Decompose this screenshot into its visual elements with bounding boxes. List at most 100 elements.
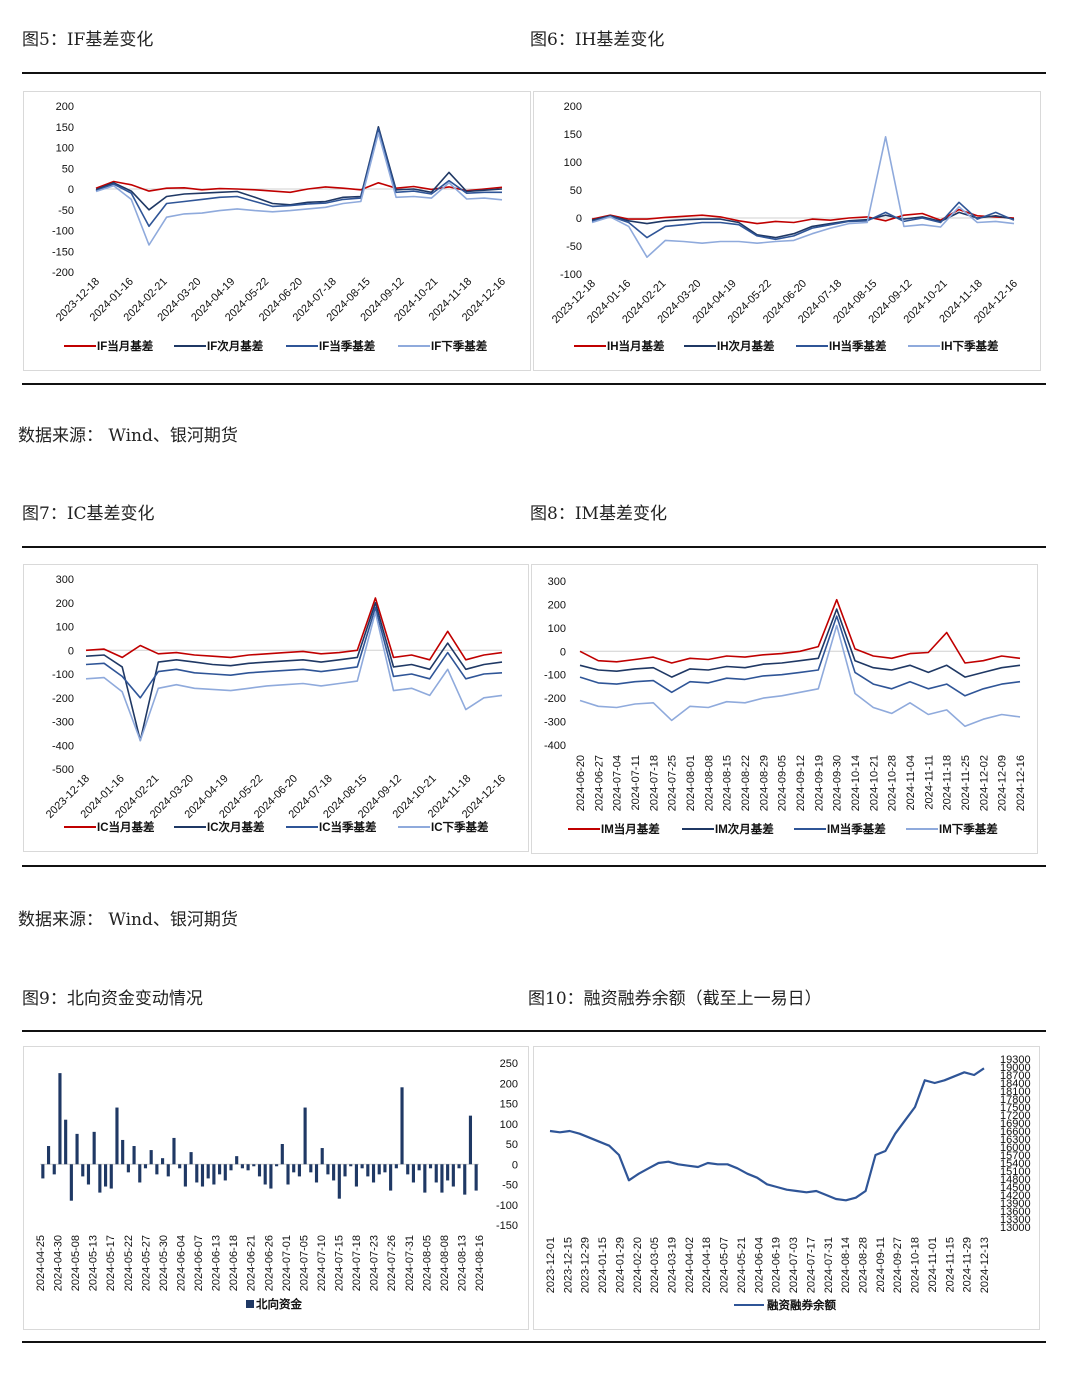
fig9-xtick: 2024-04-25	[35, 1235, 47, 1291]
fig10-ytick: 14200	[1000, 1190, 1031, 1202]
fig9-xtick: 2024-08-13	[456, 1235, 468, 1291]
fig9-bar	[155, 1164, 159, 1175]
fig8-xtick: 2024-11-11	[923, 755, 935, 810]
fig10-ytick: 16300	[1000, 1134, 1031, 1146]
fig10-ytick: 14800	[1000, 1174, 1031, 1186]
fig9-legend-swatch	[246, 1300, 254, 1308]
fig6-ytick: 50	[570, 185, 582, 197]
fig10-ytick: 15700	[1000, 1150, 1031, 1162]
fig8-ytick: 200	[548, 599, 566, 611]
fig9-chart: 250 200 150 100 50 0 -50 -100 -150 2024-04-25 2024…	[23, 1046, 529, 1330]
source-note-2: 数据来源： Wind、银河期货	[18, 910, 238, 930]
fig9-bar	[195, 1164, 199, 1183]
fig7-ytick: -400	[52, 740, 74, 752]
fig9-ytick: 50	[506, 1139, 518, 1151]
fig7-series-line	[85, 601, 503, 742]
fig9-bar	[103, 1164, 108, 1187]
fig9-bar	[52, 1164, 56, 1175]
fig5-series-line	[95, 127, 502, 228]
fig9-xtick: 2024-05-08	[70, 1235, 82, 1291]
fig10-ytick: 19300	[1000, 1054, 1031, 1066]
fig9-xtick: 2024-07-18	[351, 1235, 363, 1291]
fig9-bar	[337, 1164, 341, 1199]
fig10-ytick: 17200	[1000, 1110, 1031, 1122]
fig9-xtick: 2024-06-21	[246, 1235, 258, 1291]
fig10-ytick: 16600	[1000, 1126, 1031, 1138]
fig10-ytick: 15400	[1000, 1158, 1031, 1170]
fig10-xtick: 2024-08-28	[857, 1237, 869, 1293]
fig9-bar	[349, 1164, 353, 1167]
fig9-ytick: 100	[500, 1119, 518, 1131]
fig5-ytick: -100	[52, 226, 74, 238]
fig10-xtick: 2024-01-15	[597, 1237, 609, 1293]
fig9-bar	[86, 1164, 91, 1185]
fig9-bar	[126, 1164, 130, 1173]
fig8-xtick: 2024-12-09	[997, 755, 1009, 811]
fig9-xtick: 2024-07-15	[334, 1235, 346, 1291]
fig6-legend-label: IH次月基差	[717, 339, 775, 353]
fig9-bar	[81, 1164, 85, 1177]
fig9-bar	[309, 1164, 313, 1173]
fig6-title: 图6：IH基差变化	[530, 30, 665, 50]
fig10-xtick: 2023-12-15	[562, 1237, 574, 1293]
fig9-bar	[257, 1164, 262, 1177]
fig9-bar	[263, 1164, 267, 1185]
fig8-series-line	[579, 615, 1021, 697]
fig8-xtick: 2024-08-15	[722, 755, 734, 811]
fig9-bar	[377, 1164, 381, 1175]
fig10-legend-label: 融资融券余额	[767, 1298, 836, 1312]
fig10-xtick: 2024-03-19	[667, 1237, 679, 1293]
fig9-bar	[474, 1164, 478, 1191]
fig6-ytick: 150	[564, 129, 582, 141]
fig5-series-line	[95, 132, 503, 246]
fig8-xtick: 2024-11-18	[942, 755, 954, 810]
fig9-bar	[457, 1164, 461, 1169]
fig7-ytick: 0	[68, 645, 74, 657]
fig9-bar	[423, 1164, 427, 1193]
fig9-bar	[58, 1073, 62, 1165]
fig8-xtick: 2024-10-14	[850, 755, 862, 811]
fig7-ytick: -300	[52, 717, 74, 729]
fig9-bar	[178, 1164, 182, 1169]
fig10-xtick: 2024-11-15	[944, 1237, 956, 1292]
fig8-ytick: 0	[560, 646, 566, 658]
fig10-xtick: 2023-12-01	[545, 1237, 557, 1293]
fig8-series-line	[579, 598, 1021, 664]
fig5-chart: 200 150 100 50 0 -50 -100 -150 -200 2023-12-18 202…	[23, 91, 531, 371]
fig9-bar	[389, 1164, 393, 1191]
fig8-xtick: 2024-08-08	[703, 755, 715, 811]
fig10-xtick: 2024-01-29	[614, 1237, 626, 1293]
fig9-bar	[400, 1087, 404, 1165]
fig10-xtick: 2024-03-05	[649, 1237, 661, 1293]
fig10-ytick: 19000	[1000, 1062, 1031, 1074]
fig9-bar	[360, 1164, 364, 1169]
fig6-series-line	[591, 135, 1015, 258]
fig9-bar	[183, 1164, 187, 1187]
fig9-xtick: 2024-07-05	[298, 1235, 310, 1291]
fig10-xtick: 2024-04-18	[701, 1237, 713, 1293]
fig5-ytick: 200	[56, 101, 74, 113]
fig9-xtick: 2024-06-04	[175, 1235, 187, 1291]
top-rule-2	[22, 546, 1046, 548]
fig9-bar	[109, 1164, 113, 1189]
fig9-bar	[303, 1107, 307, 1165]
fig9-ytick: -50	[502, 1180, 518, 1192]
fig8-ytick: -300	[544, 717, 566, 729]
fig5-title: 图5：IF基差变化	[22, 30, 154, 50]
fig10-xtick: 2024-07-03	[788, 1237, 800, 1293]
fig9-bar	[223, 1164, 227, 1181]
fig8-xtick: 2024-07-04	[612, 755, 624, 811]
fig5-ytick: 50	[62, 163, 74, 175]
fig9-xtick: 2024-08-16	[474, 1235, 486, 1291]
fig9-bar	[383, 1164, 387, 1173]
fig8-xtick: 2024-06-27	[593, 755, 605, 811]
fig9-bar	[246, 1164, 250, 1171]
fig9-bar	[275, 1164, 279, 1167]
fig9-bar	[240, 1164, 244, 1169]
fig8-ytick: -100	[544, 670, 566, 682]
fig5-series-line	[95, 125, 503, 211]
fig9-bar	[41, 1164, 45, 1179]
fig7-ytick: 100	[56, 622, 74, 634]
fig9-bar	[371, 1164, 376, 1183]
fig9-bar	[92, 1131, 96, 1165]
